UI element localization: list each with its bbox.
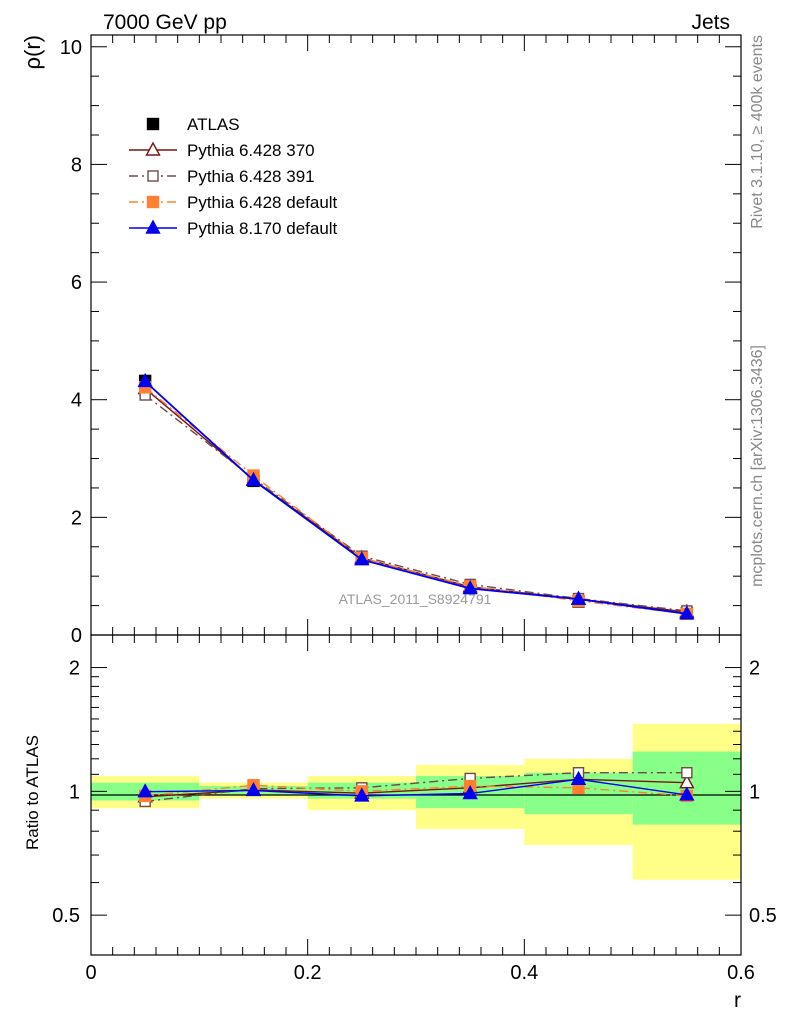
legend-marker	[146, 117, 160, 131]
ratio-data-point	[245, 781, 262, 797]
ratio-y-tick-label: 2	[69, 658, 80, 680]
ratio-series-pythia-8-170-default	[137, 770, 695, 802]
ratio-data-point	[679, 786, 695, 801]
series-atlas	[138, 373, 694, 620]
legend-entry: Pythia 6.428 370	[129, 141, 315, 160]
legend-label: Pythia 8.170 default	[187, 219, 338, 238]
main-y-tick-label: 6	[71, 272, 82, 294]
ratio-data-point	[354, 787, 370, 802]
legend-marker	[145, 141, 161, 156]
series-line	[144, 394, 687, 612]
main-y-tick-label: 10	[60, 37, 82, 59]
series-line	[144, 386, 687, 615]
rivet-label: Rivet 3.1.10, ≥ 400k events	[749, 35, 766, 229]
source-label: mcplots.cern.ch [arXiv:1306.3436]	[749, 345, 766, 587]
ratio-data-point	[462, 785, 478, 800]
data-point	[679, 605, 695, 620]
x-tick-label: 0.2	[294, 962, 322, 984]
ratio-data-point	[681, 767, 693, 779]
series-line	[144, 387, 687, 613]
x-tick-label: 0.6	[727, 962, 755, 984]
series-pythia-6-428-391	[139, 389, 693, 617]
ratio-series-line	[145, 784, 687, 797]
ratio-data-point	[137, 783, 153, 798]
x-tick-label: 0.4	[510, 962, 538, 984]
data-point	[354, 551, 370, 566]
ratio-data-point	[570, 770, 587, 785]
main-y-tick-label: 8	[71, 154, 82, 176]
series-pythia-6-428-370	[137, 380, 695, 618]
ratio-panel: 0.5 0.5 1 1 2 2 0 0.2 0.4 0.6	[52, 634, 777, 984]
ratio-y-tick-label: 0.5	[52, 905, 80, 927]
x-axis-title: r	[734, 989, 741, 1012]
legend-label: Pythia 6.428 default	[187, 193, 338, 212]
data-point	[245, 471, 262, 486]
data-point	[137, 373, 153, 388]
legend-entry: ATLAS	[146, 115, 240, 134]
main-y-tick-label: 0	[71, 625, 82, 647]
data-point	[570, 590, 587, 605]
series-line	[144, 380, 687, 615]
ratio-y-tick-label: 1	[69, 781, 80, 803]
main-panel: 0 2 4 6 8 10	[60, 34, 742, 955]
x-tick-label: 0	[85, 962, 96, 984]
ratio-frame	[90, 634, 742, 956]
series-pythia-6-428-default	[138, 381, 694, 621]
energy-label: 7000 GeV pp	[103, 11, 227, 34]
legend-label: ATLAS	[187, 115, 240, 134]
legend-label: Pythia 6.428 370	[187, 141, 315, 160]
process-label: Jets	[691, 11, 730, 34]
main-y-tick-label: 4	[71, 390, 82, 412]
legend-marker	[147, 170, 159, 182]
series-pythia-8-170-default	[137, 373, 695, 620]
ratio-y-tick-label-right: 0.5	[749, 905, 777, 927]
ratio-y-axis-title: Ratio to ATLAS	[23, 735, 42, 850]
ratio-y-tick-label-right: 1	[749, 781, 760, 803]
legend-marker	[145, 219, 161, 234]
legend-marker	[146, 195, 160, 209]
main-y-tick-label: 2	[71, 507, 82, 529]
legend-label: Pythia 6.428 391	[187, 167, 315, 186]
legend-entry: Pythia 6.428 default	[129, 193, 338, 212]
ratio-series-line	[145, 778, 687, 797]
analysis-label: ATLAS_2011_S8924791	[339, 591, 492, 607]
data-point	[462, 580, 478, 595]
legend-entry: Pythia 8.170 default	[129, 219, 338, 238]
legend: ATLAS Pythia 6.428 370 Pythia 6.428 391 Pyt…	[129, 115, 338, 238]
ratio-y-tick-label-right: 2	[749, 658, 760, 680]
main-y-axis-title: ρ(r)	[20, 35, 45, 70]
legend-entry: Pythia 6.428 391	[129, 167, 315, 186]
